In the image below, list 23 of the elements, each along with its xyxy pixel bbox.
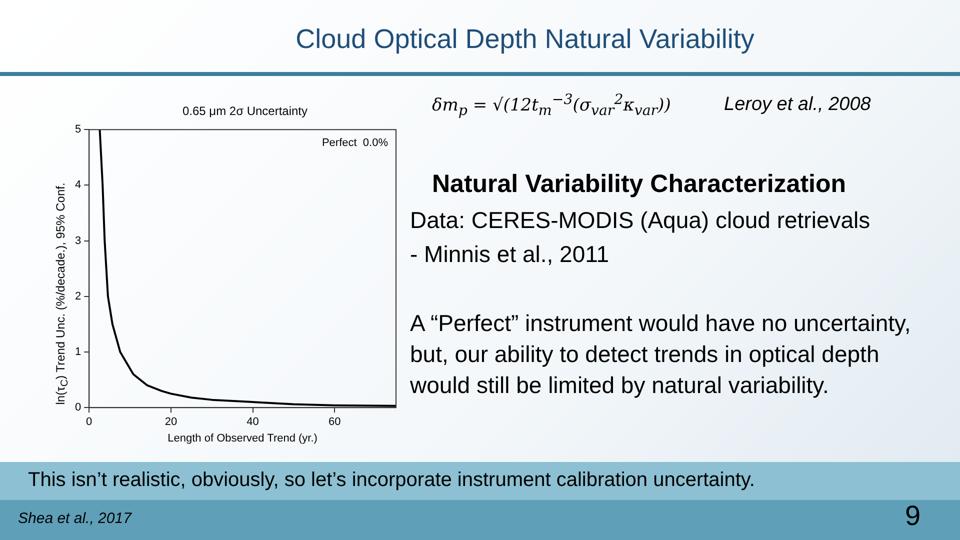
text: A “Perfect” instrument would have no uncertainty, but, our ability to detect trends in optical depth would still be limited by natural variability. bbox=[410, 309, 912, 400]
x-tick-label: 20 bbox=[164, 416, 178, 428]
y-tick-label: 3 bbox=[74, 234, 82, 247]
text: Natural Variability Characterization bbox=[432, 170, 846, 199]
x-tick-label: 0 bbox=[86, 416, 92, 428]
y-tick-label: 2 bbox=[74, 290, 82, 302]
text: δm$_{p}$ = √(12t$_{m}$$^{−3}$(σ$_{var}$$^{2}$κ$_{var}$)) bbox=[432, 92, 671, 120]
text: Shea et al., 2017 bbox=[18, 510, 132, 527]
y-tick-label: 4 bbox=[74, 179, 82, 192]
y-tick-label: 1 bbox=[74, 346, 82, 358]
x-tick-label: 40 bbox=[246, 416, 259, 428]
chart-subtitle: 0.65 μm 2σ Uncertainty bbox=[181, 104, 309, 118]
x-tick-label: 60 bbox=[328, 416, 341, 428]
text: 9 bbox=[905, 500, 921, 532]
text: This isn’t realistic, obviously, so let’s incorporate instrument calibration uncertainty. bbox=[28, 469, 755, 492]
x-axis-title: Length of Observed Trend (yr.) bbox=[168, 432, 318, 444]
y-tick-label: 5 bbox=[74, 124, 82, 136]
annotation: Perfect 0.0% bbox=[322, 137, 388, 150]
text: Leroy et al., 2008 bbox=[724, 94, 871, 116]
text: Data: CERES-MODIS (Aqua) cloud retrievals bbox=[410, 207, 870, 234]
y-tick-label: 0 bbox=[74, 402, 82, 414]
text: - Minnis et al., 2011 bbox=[410, 241, 610, 268]
text: Cloud Optical Depth Natural Variability bbox=[294, 24, 756, 55]
